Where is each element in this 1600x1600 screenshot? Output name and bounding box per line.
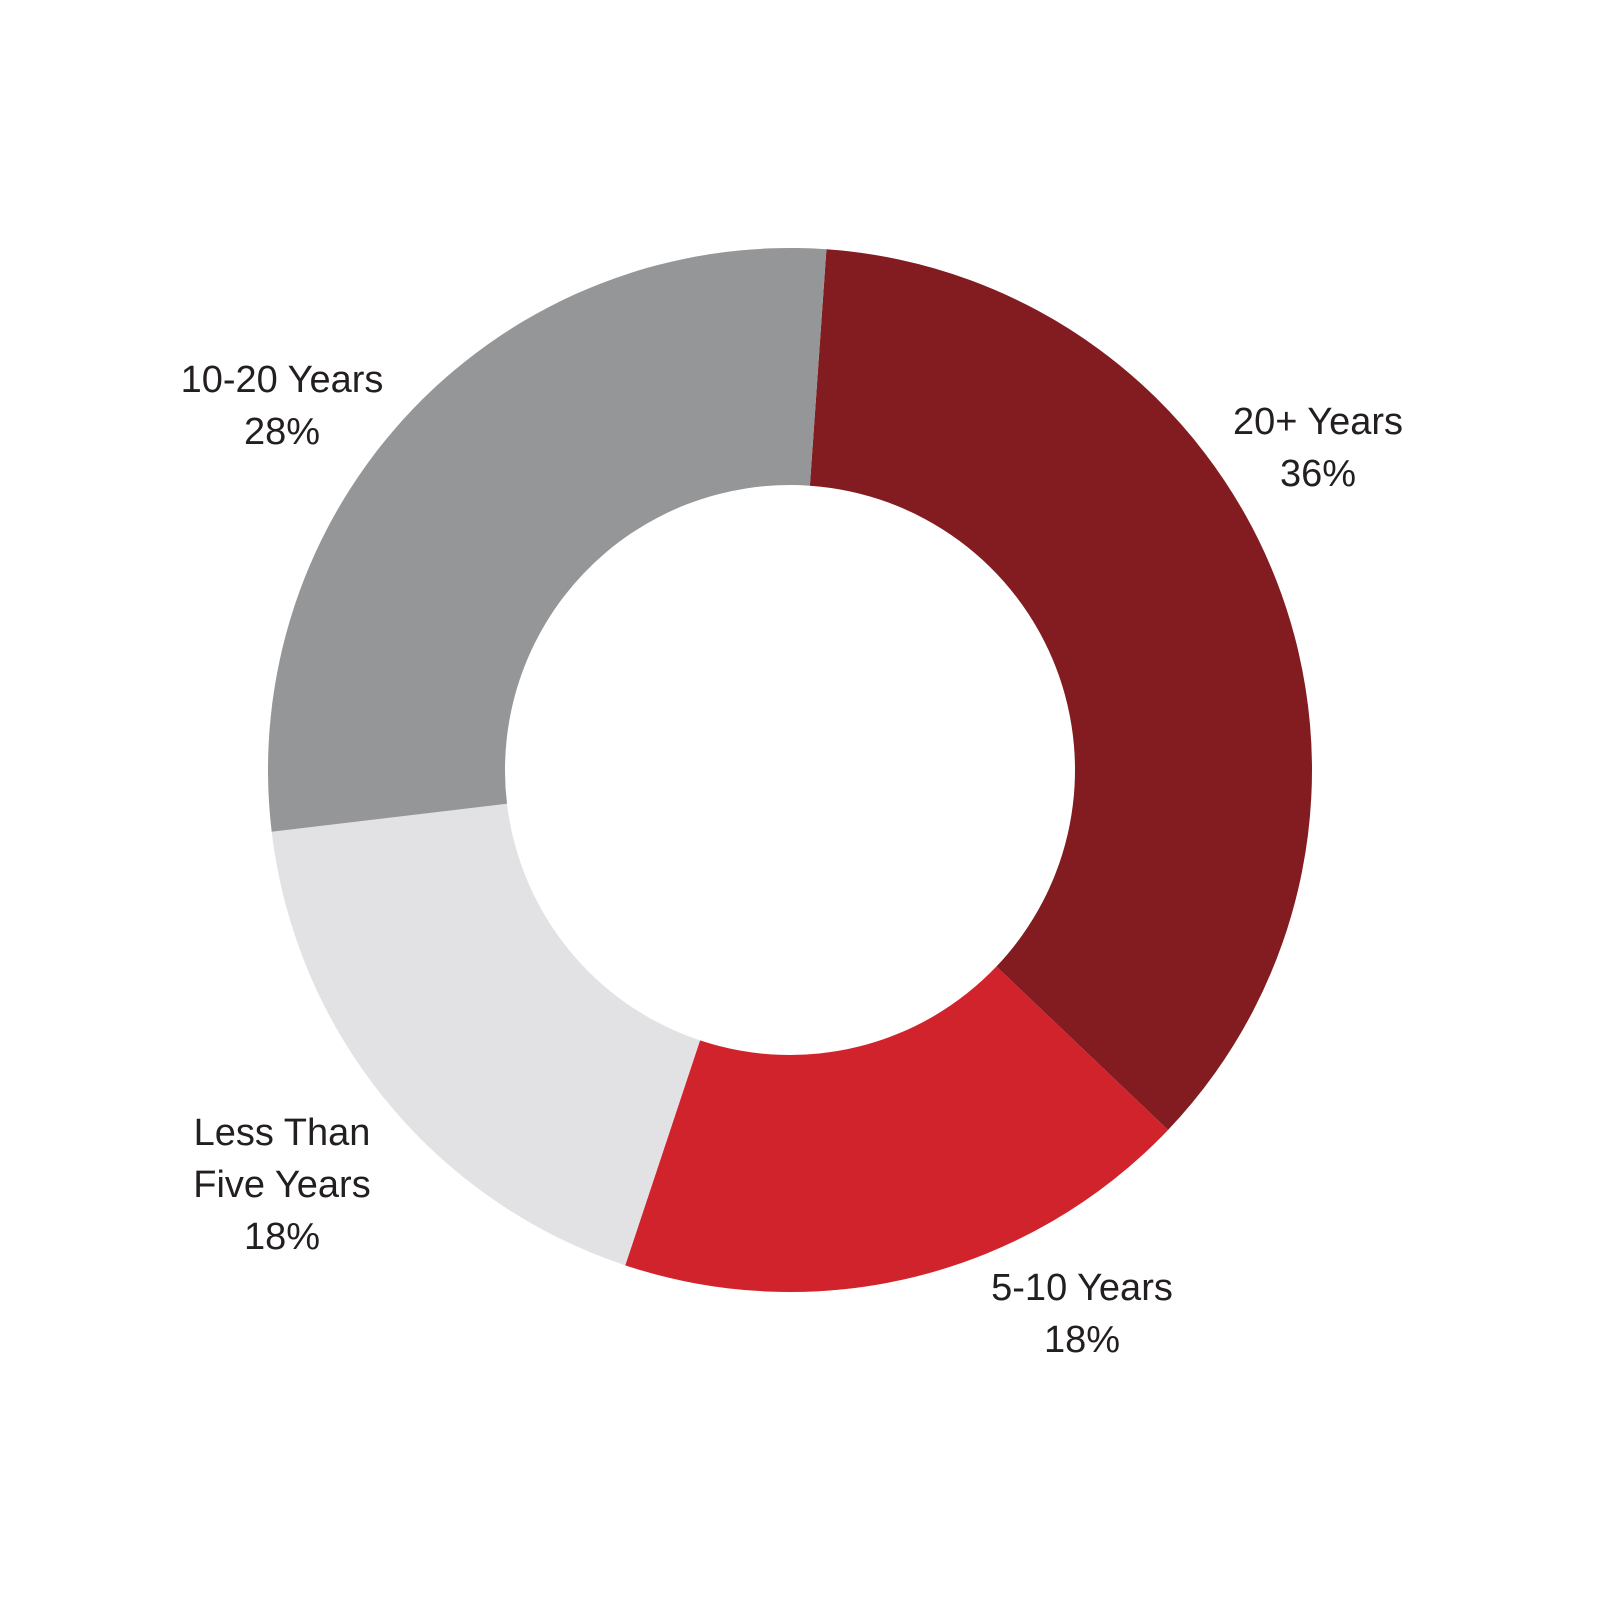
segment-label: 5-10 Years 18% xyxy=(932,1262,1232,1366)
segment-label: Less Than Five Years 18% xyxy=(172,1107,392,1263)
value-label: 28% xyxy=(243,411,321,453)
donut-segment xyxy=(271,803,701,1266)
donut-segment xyxy=(267,247,827,832)
value-label: 36% xyxy=(1279,453,1357,495)
category-label: 5-10 Years xyxy=(991,1267,1173,1309)
donut-segment xyxy=(625,966,1169,1292)
category-label: 20+ Years xyxy=(1232,401,1404,443)
category-label: Less Than Five Years xyxy=(193,1112,371,1206)
category-label: 10-20 Years xyxy=(180,359,384,401)
segment-label: 20+ Years 36% xyxy=(1168,396,1468,500)
value-label: 18% xyxy=(243,1216,321,1258)
value-label: 18% xyxy=(1043,1319,1121,1361)
segment-label: 10-20 Years 28% xyxy=(132,354,432,458)
donut-segment xyxy=(809,249,1312,1130)
